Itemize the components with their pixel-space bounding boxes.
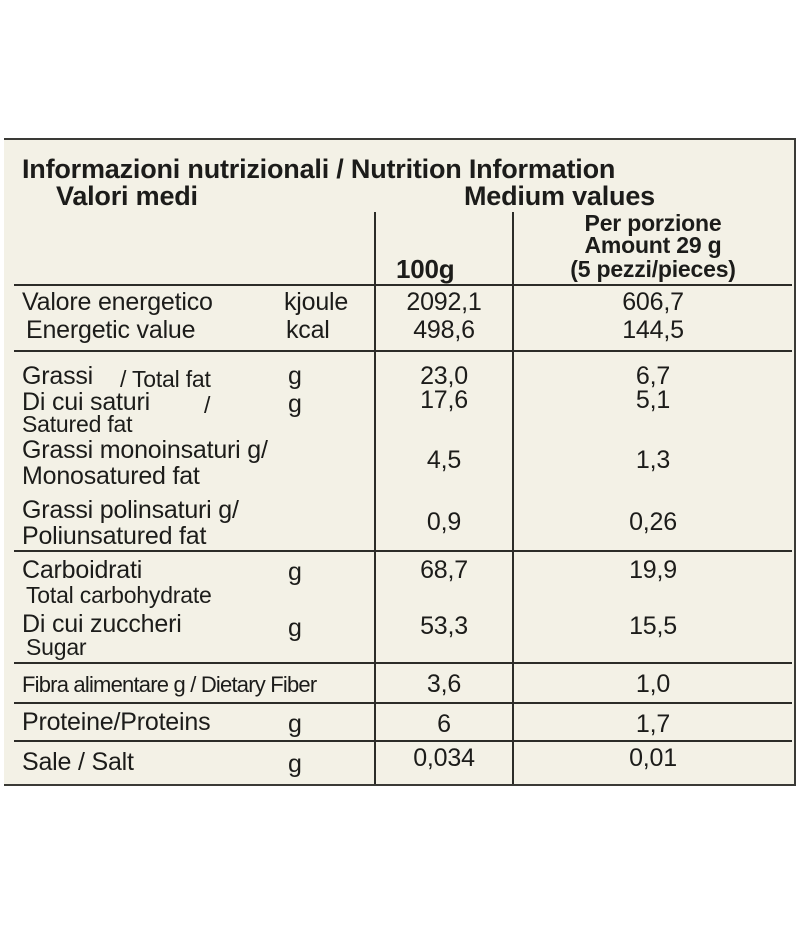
sugar-100g: 53,3 — [420, 612, 468, 640]
sugar-label-it: Di cui zuccheri — [22, 610, 182, 638]
header-rule — [14, 284, 792, 286]
carbs-unit: g — [288, 558, 302, 586]
energy-kcal-portion: 144,5 — [622, 316, 684, 344]
protein-label: Proteine/Proteins — [22, 708, 211, 736]
subtitle-english: Medium values — [464, 181, 655, 211]
protein-portion: 1,7 — [635, 710, 671, 738]
mono-fat-portion: 1,3 — [635, 446, 671, 474]
total-fat-portion: 6,7 — [635, 362, 671, 390]
column-header-100g: 100g — [396, 254, 455, 284]
protein-unit: g — [288, 710, 302, 738]
salt-unit: g — [288, 750, 302, 778]
mono-fat-label-line2: Monosatured fat — [22, 462, 200, 490]
sugar-unit: g — [288, 614, 302, 642]
total-fat-label-en: / Total fat — [120, 366, 211, 392]
column-divider-100g — [512, 212, 514, 784]
energy-unit-kj: kjoule — [284, 288, 349, 316]
total-fat-100g: 23,0 — [420, 362, 468, 390]
fiber-rule — [14, 702, 792, 704]
energy-unit-kcal: kcal — [286, 316, 330, 344]
salt-100g: 0,034 — [413, 744, 475, 772]
energy-label-it: Valore energetico — [22, 288, 213, 316]
table-title: Informazioni nutrizionali / Nutrition In… — [22, 154, 616, 184]
nutrition-label-panel: Informazioni nutrizionali / Nutrition In… — [4, 138, 796, 786]
carbs-portion: 19,9 — [629, 556, 677, 584]
energy-kj-100g: 2092,1 — [406, 288, 482, 316]
protein-100g: 6 — [437, 710, 451, 738]
fiber-100g: 3,6 — [426, 670, 462, 698]
saturated-fat-label-it: Di cui saturi — [22, 388, 150, 416]
carbs-label-it: Carboidrati — [22, 556, 143, 584]
saturated-fat-label-en: Satured fat — [22, 411, 133, 437]
total-fat-unit: g — [288, 362, 302, 390]
saturated-fat-portion: 5,1 — [635, 386, 671, 414]
poly-fat-portion: 0,26 — [629, 508, 677, 536]
total-fat-label-it: Grassi — [22, 362, 94, 390]
poly-fat-label-line2: Poliunsatured fat — [22, 522, 207, 550]
saturated-fat-100g: 17,6 — [420, 386, 468, 414]
subtitle-italian: Valori medi — [56, 181, 198, 211]
fiber-portion: 1,0 — [635, 670, 671, 698]
poly-fat-100g: 0,9 — [426, 508, 462, 536]
column-header-portion-line3: (5 pezzi/pieces) — [570, 256, 736, 282]
salt-portion: 0,01 — [629, 744, 677, 772]
sugar-label-en: Sugar — [26, 634, 87, 660]
column-divider-label — [374, 212, 376, 784]
carbs-label-en: Total carbohydrate — [26, 582, 212, 608]
saturated-fat-unit: g — [288, 390, 302, 418]
energy-label-en: Energetic value — [26, 316, 196, 344]
energy-rule — [14, 350, 792, 352]
poly-fat-label-line1: Grassi polinsaturi g/ — [22, 496, 239, 524]
fiber-label: Fibra alimentare g / Dietary Fiber — [22, 672, 317, 697]
saturated-fat-slash: / — [204, 392, 211, 418]
protein-rule — [14, 740, 792, 742]
mono-fat-label-line1: Grassi monoinsaturi g/ — [22, 436, 268, 464]
energy-kj-portion: 606,7 — [622, 288, 684, 316]
salt-label: Sale / Salt — [22, 748, 134, 776]
column-header-portion-line2: Amount 29 g — [584, 232, 722, 258]
fat-rule — [14, 550, 792, 552]
sugar-portion: 15,5 — [629, 612, 677, 640]
carbs-100g: 68,7 — [420, 556, 468, 584]
mono-fat-100g: 4,5 — [426, 446, 462, 474]
energy-kcal-100g: 498,6 — [413, 316, 475, 344]
carbs-rule — [14, 662, 792, 664]
column-header-portion-line1: Per porzione — [584, 210, 722, 236]
